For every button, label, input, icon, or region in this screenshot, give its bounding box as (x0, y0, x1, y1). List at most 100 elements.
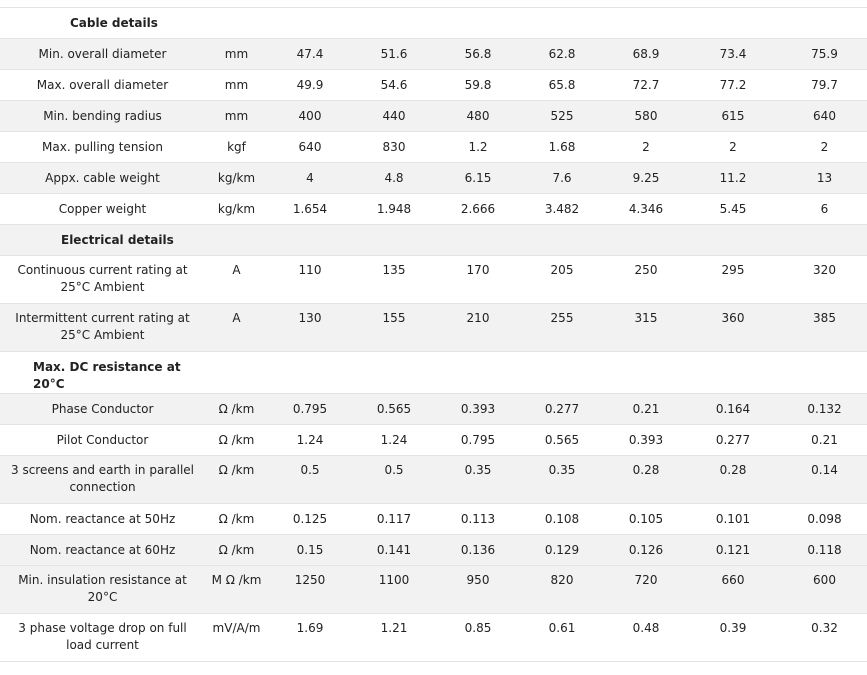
value-cell: 0.39 (688, 613, 778, 662)
table-row: Min. insulation resistance at 20°C M Ω /k… (0, 565, 867, 614)
empty-cell (268, 351, 352, 394)
value-cell: 1.69 (268, 613, 352, 662)
value-cell: 73.4 (688, 38, 778, 70)
value-cell: 54.6 (352, 69, 436, 101)
value-cell: 72.7 (604, 69, 688, 101)
value-cell: 615 (688, 100, 778, 132)
table-row: Max. overall diameter mm 49.9 54.6 59.8 65.8 7… (0, 69, 867, 101)
value-cell: 205 (520, 255, 604, 304)
value-cell: 0.393 (604, 424, 688, 456)
table-body: Cable details Min. overall diameter mm 47.… (0, 7, 867, 662)
empty-cell (436, 224, 520, 256)
value-cell: 0.48 (604, 613, 688, 662)
value-cell: 3.482 (520, 193, 604, 225)
value-cell: 49.9 (268, 69, 352, 101)
value-cell: 4 (268, 162, 352, 194)
value-cell: 65.8 (520, 69, 604, 101)
value-cell: 385 (778, 303, 867, 352)
value-cell: 0.565 (520, 424, 604, 456)
value-cell: 0.5 (352, 455, 436, 504)
row-label: Nom. reactance at 50Hz (0, 503, 205, 535)
value-cell: 0.28 (688, 455, 778, 504)
row-label: Min. overall diameter (0, 38, 205, 70)
value-cell: 0.132 (778, 393, 867, 425)
empty-cell (520, 7, 604, 39)
table-row: Pilot Conductor Ω /km 1.24 1.24 0.795 0.565 0.… (0, 424, 867, 456)
value-cell: 1.24 (352, 424, 436, 456)
row-label: Appx. cable weight (0, 162, 205, 194)
row-unit: Ω /km (205, 503, 268, 535)
value-cell: 2 (604, 131, 688, 163)
value-cell: 0.565 (352, 393, 436, 425)
table-row: Max. pulling tension kgf 640 830 1.2 1.68 2 2 2 (0, 131, 867, 163)
row-label: Intermittent current rating at 25°C Ambi… (0, 303, 205, 352)
value-cell: 0.14 (778, 455, 867, 504)
value-cell: 1250 (268, 565, 352, 614)
row-unit: A (205, 303, 268, 352)
value-cell: 2 (778, 131, 867, 163)
value-cell: 6.15 (436, 162, 520, 194)
value-cell: 0.129 (520, 534, 604, 566)
empty-cell (352, 7, 436, 39)
value-cell: 0.164 (688, 393, 778, 425)
table-row: Copper weight kg/km 1.654 1.948 2.666 3.482 4.… (0, 193, 867, 225)
value-cell: 0.118 (778, 534, 867, 566)
section-title: Cable details (0, 7, 205, 39)
value-cell: 0.28 (604, 455, 688, 504)
table-row: Nom. reactance at 60Hz Ω /km 0.15 0.141 0.13… (0, 534, 867, 566)
empty-cell (436, 7, 520, 39)
empty-cell (604, 7, 688, 39)
value-cell: 440 (352, 100, 436, 132)
table-row: Continuous current rating at 25°C Ambien… (0, 255, 867, 304)
value-cell: 0.277 (520, 393, 604, 425)
table-row: 3 screens and earth in parallel connecti… (0, 455, 867, 504)
row-unit: kgf (205, 131, 268, 163)
value-cell: 2 (688, 131, 778, 163)
value-cell: 0.108 (520, 503, 604, 535)
row-unit: Ω /km (205, 455, 268, 504)
value-cell: 51.6 (352, 38, 436, 70)
value-cell: 950 (436, 565, 520, 614)
empty-cell (604, 224, 688, 256)
value-cell: 0.141 (352, 534, 436, 566)
value-cell: 0.277 (688, 424, 778, 456)
row-unit: mV/A/m (205, 613, 268, 662)
row-label: Continuous current rating at 25°C Ambien… (0, 255, 205, 304)
value-cell: 1.654 (268, 193, 352, 225)
value-cell: 1.21 (352, 613, 436, 662)
value-cell: 77.2 (688, 69, 778, 101)
value-cell: 0.121 (688, 534, 778, 566)
value-cell: 4.8 (352, 162, 436, 194)
row-unit: kg/km (205, 193, 268, 225)
value-cell: 13 (778, 162, 867, 194)
value-cell: 135 (352, 255, 436, 304)
section-header-row: Electrical details (0, 224, 867, 256)
empty-cell (352, 224, 436, 256)
value-cell: 720 (604, 565, 688, 614)
value-cell: 130 (268, 303, 352, 352)
value-cell: 9.25 (604, 162, 688, 194)
value-cell: 640 (778, 100, 867, 132)
value-cell: 830 (352, 131, 436, 163)
row-label: Phase Conductor (0, 393, 205, 425)
row-unit: mm (205, 100, 268, 132)
table-row: Min. overall diameter mm 47.4 51.6 56.8 62.8 6… (0, 38, 867, 70)
row-label: Pilot Conductor (0, 424, 205, 456)
value-cell: 68.9 (604, 38, 688, 70)
value-cell: 0.105 (604, 503, 688, 535)
value-cell: 0.795 (268, 393, 352, 425)
value-cell: 0.126 (604, 534, 688, 566)
row-label: Max. overall diameter (0, 69, 205, 101)
value-cell: 0.393 (436, 393, 520, 425)
value-cell: 11.2 (688, 162, 778, 194)
row-unit: A (205, 255, 268, 304)
section-header-row: Cable details (0, 7, 867, 39)
section-header-row: Max. DC resistance at 20°C (0, 351, 867, 394)
value-cell: 7.6 (520, 162, 604, 194)
table-row: Intermittent current rating at 25°C Ambi… (0, 303, 867, 352)
value-cell: 600 (778, 565, 867, 614)
cable-spec-table: Cable details Min. overall diameter mm 47.… (0, 7, 867, 662)
value-cell: 59.8 (436, 69, 520, 101)
empty-cell (778, 224, 867, 256)
empty-cell (352, 351, 436, 394)
